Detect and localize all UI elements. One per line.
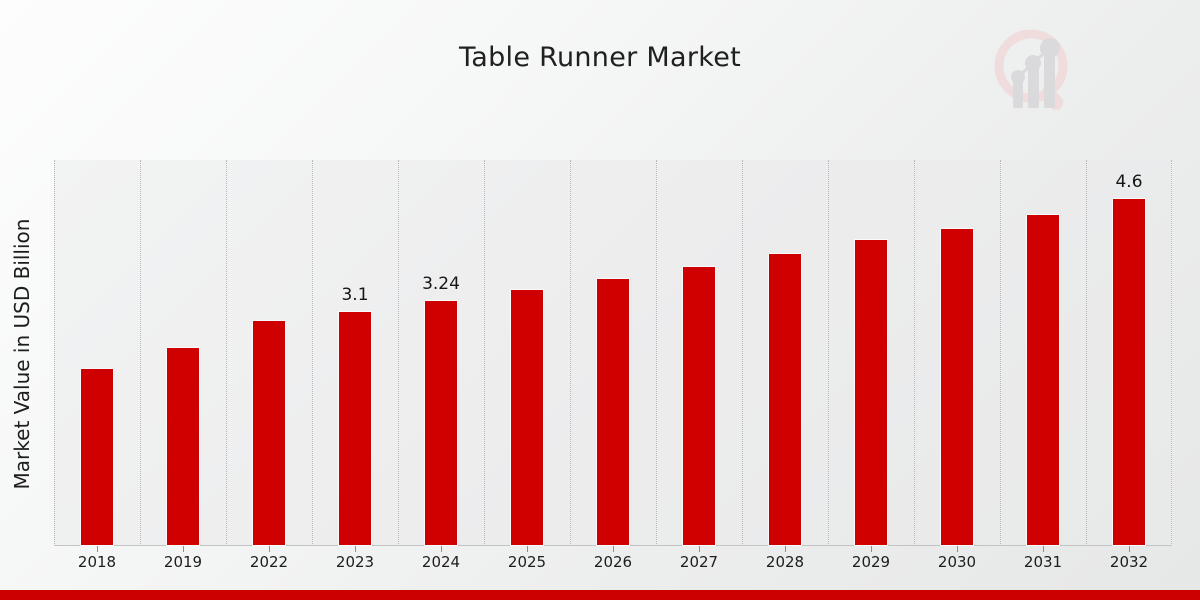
bar-2027[interactable] [682,265,716,546]
x-tick-2025 [527,546,528,552]
gridline [570,160,571,546]
bar-value-label-2024: 3.24 [422,274,460,295]
gridline [656,160,657,546]
bar-2026[interactable] [596,277,630,546]
x-tick-2026 [613,546,614,552]
x-tick-label-2019: 2019 [163,553,203,571]
gridline [140,160,141,546]
bar-2031[interactable] [1026,214,1060,546]
x-tick-label-2028: 2028 [765,553,805,571]
x-tick-label-2030: 2030 [937,553,977,571]
gridline [398,160,399,546]
gridline [828,160,829,546]
gridline [914,160,915,546]
gridline [484,160,485,546]
bar-2024[interactable] [424,300,458,546]
bar-2023[interactable] [338,310,372,546]
bar-value-label-2023: 3.1 [341,284,369,305]
x-tick-2024 [441,546,442,552]
footer-accent-bar [0,590,1200,600]
gridline [1000,160,1001,546]
x-tick-2028 [785,546,786,552]
gridline [742,160,743,546]
page-title: Table Runner Market [458,42,742,73]
x-tick-label-2025: 2025 [507,553,547,571]
gridline [226,160,227,546]
bar-2019[interactable] [166,347,200,546]
bar-2028[interactable] [768,252,802,546]
bar-2022[interactable] [252,320,286,546]
x-tick-2029 [871,546,872,552]
gridline [312,160,313,546]
x-tick-label-2032: 2032 [1109,553,1149,571]
x-tick-label-2023: 2023 [335,553,375,571]
bar-2025[interactable] [510,289,544,546]
bar-chart-icon [1011,38,1060,108]
bar-value-label-2032: 4.6 [1115,171,1143,192]
bar-2018[interactable] [80,368,114,546]
x-tick-2032 [1129,546,1130,552]
x-tick-label-2022: 2022 [249,553,289,571]
x-tick-label-2029: 2029 [851,553,891,571]
gridline [1086,160,1087,546]
bar-2032[interactable] [1112,197,1146,546]
x-tick-2018 [97,546,98,552]
y-axis-title: Market Value in USD Billion [10,218,34,490]
x-tick-2023 [355,546,356,552]
x-tick-label-2031: 2031 [1023,553,1063,571]
x-tick-label-2027: 2027 [679,553,719,571]
x-tick-label-2018: 2018 [77,553,117,571]
bar-2030[interactable] [940,227,974,546]
x-tick-2030 [957,546,958,552]
bar-2029[interactable] [854,239,888,546]
x-tick-2031 [1043,546,1044,552]
x-tick-label-2024: 2024 [421,553,461,571]
market-research-magnifier-logo [984,22,1088,126]
x-tick-label-2026: 2026 [593,553,633,571]
x-tick-2022 [269,546,270,552]
x-tick-2019 [183,546,184,552]
x-tick-2027 [699,546,700,552]
